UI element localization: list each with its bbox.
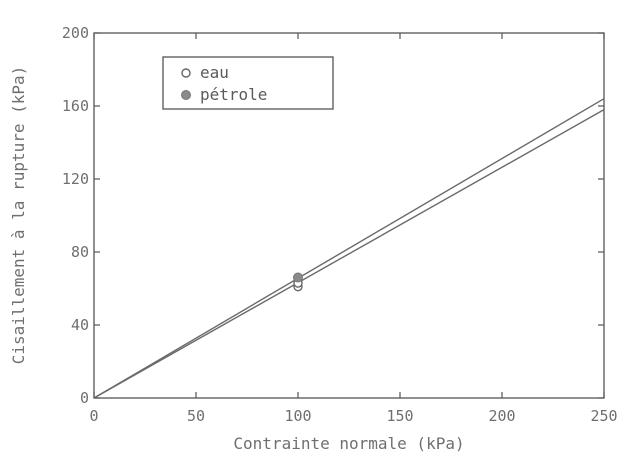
legend-label-eau: eau <box>200 63 229 82</box>
y-tick-label: 80 <box>71 243 89 261</box>
legend-marker-eau <box>181 68 191 78</box>
x-tick-label: 200 <box>488 407 515 425</box>
fit-line-series-1 <box>93 98 605 399</box>
y-tick-label: 160 <box>62 97 89 115</box>
legend-label-petrole: pétrole <box>200 85 267 104</box>
data-points <box>293 272 303 292</box>
fit-line-series-0 <box>93 109 605 399</box>
fit-lines <box>93 98 605 399</box>
y-tick-label: 120 <box>62 170 89 188</box>
x-tick-labels: 0 50 100 150 200 250 <box>89 407 617 425</box>
data-point-series-1 <box>293 272 303 283</box>
y-tick-label: 0 <box>80 389 89 407</box>
legend-box <box>162 56 334 110</box>
x-tick-label: 250 <box>590 407 617 425</box>
plot-frame <box>93 32 605 399</box>
y-tick-label: 200 <box>62 24 89 42</box>
x-tick-label: 0 <box>89 407 98 425</box>
y-tick-label: 40 <box>71 316 89 334</box>
y-tick-labels: 0 40 80 120 160 200 <box>62 24 89 407</box>
x-tick-label: 100 <box>284 407 311 425</box>
legend: eau pétrole <box>162 56 334 110</box>
x-axis-title: Contrainte normale (kPa) <box>233 434 464 453</box>
x-tick-label: 150 <box>386 407 413 425</box>
x-tick-label: 50 <box>187 407 205 425</box>
legend-marker-petrole <box>181 90 191 100</box>
y-axis-title: Cisaillement à la rupture (kPa) <box>9 66 28 365</box>
